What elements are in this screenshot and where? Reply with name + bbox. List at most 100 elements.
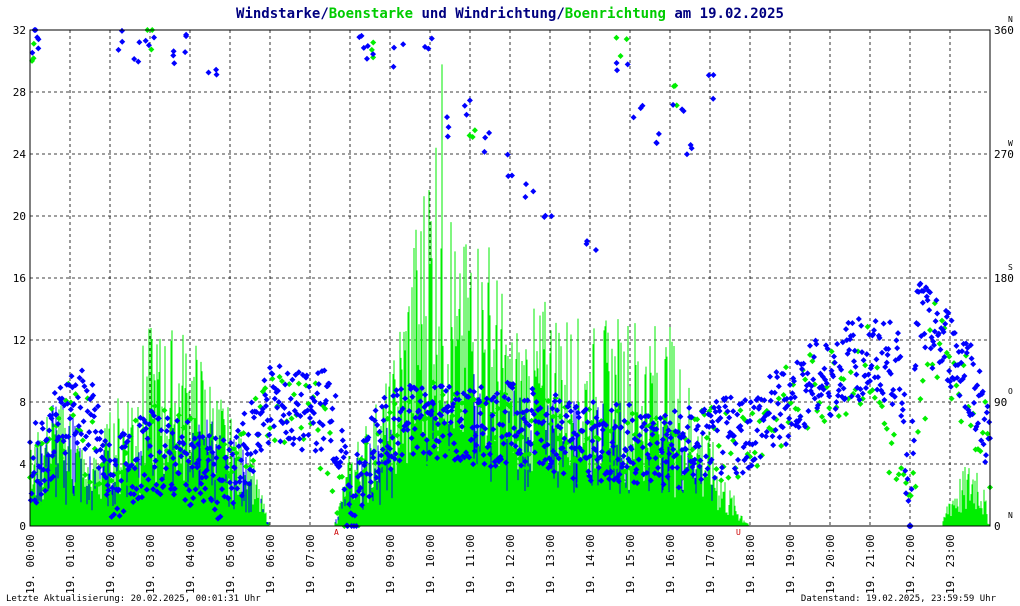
boenrichtung-point: [891, 431, 897, 438]
windrichtung-point: [235, 443, 242, 450]
windrichtung-point: [766, 410, 773, 417]
windrichtung-point: [129, 483, 136, 490]
windrichtung-point: [375, 459, 382, 466]
windrichtung-point: [299, 446, 305, 453]
windrichtung-point: [771, 414, 777, 421]
boenrichtung-point: [737, 407, 744, 414]
windrichtung-point: [359, 502, 365, 509]
windrichtung-point: [274, 404, 281, 411]
y-left-tick-label: 8: [19, 396, 26, 409]
windrichtung-point: [399, 451, 405, 458]
windrichtung-point: [251, 414, 257, 421]
windrichtung-point: [559, 419, 565, 426]
windrichtung-point: [27, 497, 34, 504]
boenrichtung-point: [216, 450, 223, 457]
windrichtung-point: [170, 52, 177, 59]
boenrichtung-point: [984, 430, 991, 437]
boenrichtung-point: [471, 396, 477, 403]
windrichtung-point: [619, 460, 626, 467]
windrichtung-point: [727, 394, 734, 401]
windrichtung-point: [311, 410, 317, 417]
boenrichtung-point: [322, 405, 329, 412]
windrichtung-point: [50, 473, 57, 480]
windrichtung-point: [203, 467, 210, 474]
windrichtung-point: [341, 486, 348, 493]
windrichtung-point: [585, 468, 592, 475]
windrichtung-point: [633, 466, 640, 473]
windrichtung-point: [583, 238, 590, 245]
windrichtung-point: [455, 396, 462, 403]
windrichtung-point: [529, 385, 536, 392]
windrichtung-point: [215, 444, 222, 451]
windrichtung-point: [657, 415, 664, 422]
windrichtung-point: [199, 433, 206, 440]
windrichtung-point: [832, 405, 839, 412]
windrichtung-point: [911, 437, 917, 444]
windrichtung-point: [183, 450, 190, 457]
windrichtung-point: [171, 60, 178, 67]
windrichtung-point: [191, 444, 197, 451]
windrichtung-point: [444, 114, 451, 121]
windrichtung-point: [783, 395, 790, 402]
windrichtung-point: [757, 453, 764, 460]
windrichtung-point: [466, 97, 473, 104]
boenrichtung-point: [108, 477, 115, 484]
boenrichtung-point: [881, 420, 888, 427]
boenrichtung-point: [365, 509, 372, 516]
windrichtung-point: [55, 420, 61, 427]
boenrichtung-point: [588, 419, 595, 426]
windrichtung-point: [833, 399, 840, 406]
windrichtung-point: [523, 407, 530, 414]
windrichtung-point: [643, 469, 650, 476]
windrichtung-point: [328, 418, 335, 425]
windrichtung-point: [227, 439, 234, 446]
boenrichtung-point: [199, 444, 206, 451]
windrichtung-point: [303, 372, 310, 379]
boenrichtung-point: [439, 391, 446, 398]
windrichtung-point: [367, 471, 373, 478]
windrichtung-point: [851, 358, 857, 365]
windrichtung-point: [826, 393, 833, 400]
windrichtung-point: [867, 377, 873, 384]
windrichtung-point: [642, 413, 649, 420]
windrichtung-point: [463, 111, 470, 118]
windrichtung-point: [845, 319, 852, 326]
boenrichtung-point: [718, 477, 725, 484]
windrichtung-point: [290, 441, 297, 448]
windrichtung-point: [59, 395, 65, 402]
windrichtung-point: [275, 399, 282, 406]
boenrichtung-point: [775, 395, 782, 402]
windrichtung-point: [929, 365, 936, 372]
boenrichtung-point: [427, 428, 434, 435]
windrichtung-point: [236, 478, 243, 485]
windrichtung-point: [763, 428, 770, 435]
boenrichtung-point: [456, 407, 463, 414]
boenrichtung-point: [821, 418, 828, 425]
windrichtung-point: [899, 400, 905, 407]
windrichtung-point: [813, 341, 820, 348]
title-sep2: /: [556, 6, 564, 22]
boenrichtung-point: [406, 398, 413, 405]
x-tick-label: 19. 02:00: [104, 534, 117, 594]
windrichtung-point: [454, 390, 461, 397]
windrichtung-point: [428, 408, 435, 415]
windrichtung-point: [432, 415, 439, 422]
windrichtung-point: [340, 454, 347, 461]
x-tick-label: 19. 01:00: [64, 534, 77, 594]
windrichtung-point: [385, 458, 392, 465]
windrichtung-point: [379, 403, 385, 410]
windrichtung-point: [695, 443, 702, 450]
windrichtung-point: [115, 486, 122, 493]
windrichtung-point: [37, 480, 44, 487]
x-tick-label: 19. 21:00: [864, 534, 877, 594]
windrichtung-point: [99, 442, 106, 449]
windrichtung-point: [131, 491, 137, 498]
windrichtung-point: [731, 432, 737, 439]
windrichtung-point: [571, 445, 578, 452]
windrichtung-point: [74, 439, 81, 446]
windrichtung-point: [852, 363, 859, 370]
windrichtung-point: [637, 105, 644, 112]
windrichtung-point: [114, 505, 121, 512]
boenrichtung-point: [555, 435, 561, 442]
windrichtung-point: [411, 425, 418, 432]
